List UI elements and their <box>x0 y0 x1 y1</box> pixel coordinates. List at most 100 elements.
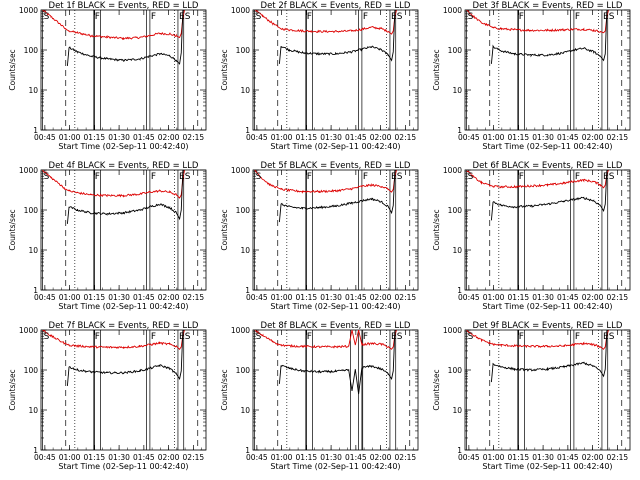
panel-2: Det 2f BLACK = Events, RED = LLD 1 10 100 10… <box>220 1 419 151</box>
x-tick-label: 01:45 <box>557 453 579 462</box>
x-tick-label: 01:45 <box>345 293 367 302</box>
event-marker-label: F <box>575 12 580 22</box>
x-tick-label: 01:15 <box>296 293 318 302</box>
event-marker-label: S <box>44 332 50 342</box>
x-tick-label: 01:45 <box>345 133 367 142</box>
y-tick-label: 100 <box>236 206 251 215</box>
x-axis-label: Start Time (02-Sep-11 00:42:40) <box>270 462 400 471</box>
y-tick-label: 1 <box>33 446 38 455</box>
data-layer <box>466 330 623 450</box>
x-tick-label: 02:00 <box>158 453 180 462</box>
plot-frame <box>40 329 207 451</box>
x-tick-label: 01:30 <box>532 133 554 142</box>
x-tick-label: 00:45 <box>246 453 268 462</box>
event-marker-label: S <box>185 172 191 182</box>
event-marker-label: E <box>179 12 185 22</box>
y-tick-label: 1000 <box>231 166 250 175</box>
x-tick-label: 00:45 <box>246 133 268 142</box>
y-tick-label: 1 <box>33 126 38 135</box>
data-layer <box>466 10 623 130</box>
x-tick-label: 01:30 <box>108 293 130 302</box>
events-series-line <box>490 10 609 64</box>
x-tick-label: 01:15 <box>84 133 106 142</box>
event-marker-label: S <box>397 172 403 182</box>
plot-frame <box>464 329 631 451</box>
panel-title: Det 6f BLACK = Events, RED = LLD <box>473 161 623 171</box>
x-axis-label: Start Time (02-Sep-11 00:42:40) <box>58 462 188 471</box>
y-tick-label: 100 <box>24 366 39 375</box>
y-tick-label: 10 <box>28 86 38 95</box>
event-marker-label: S <box>397 332 403 342</box>
event-marker-label: S <box>609 172 615 182</box>
y-axis-label: Counts/sec <box>220 49 229 90</box>
panel-8: Det 8f BLACK = Events, RED = LLD 1 10 100 10… <box>220 321 419 471</box>
plot-frame <box>40 9 207 131</box>
x-tick-label: 02:15 <box>183 453 205 462</box>
panel-1: Det 1f BLACK = Events, RED = LLD 1 10 100 10… <box>8 1 207 151</box>
plot-frame <box>252 9 419 131</box>
event-marker-label: E <box>603 12 609 22</box>
x-tick-label: 00:45 <box>34 293 56 302</box>
x-tick-label: 00:45 <box>246 293 268 302</box>
lld-series-line <box>466 10 609 34</box>
x-tick-label: 01:15 <box>84 453 106 462</box>
event-marker-label: S <box>44 12 50 22</box>
panel-title: Det 1f BLACK = Events, RED = LLD <box>49 1 199 11</box>
x-tick-label: 01:00 <box>483 293 505 302</box>
x-axis-label: Start Time (02-Sep-11 00:42:40) <box>270 142 400 151</box>
y-tick-label: 1 <box>245 126 250 135</box>
y-tick-label: 1000 <box>443 326 462 335</box>
event-marker-label: E <box>391 12 397 22</box>
x-tick-label: 01:00 <box>271 293 293 302</box>
y-axis-label: Counts/sec <box>8 369 17 410</box>
panel-title: Det 9f BLACK = Events, RED = LLD <box>473 321 623 331</box>
x-tick-label: 02:15 <box>607 293 629 302</box>
events-series-line <box>278 330 397 395</box>
panel-3: Det 3f BLACK = Events, RED = LLD 1 10 100 10… <box>432 1 631 151</box>
y-tick-label: 100 <box>24 206 39 215</box>
lld-series-line <box>42 170 185 199</box>
panel-title: Det 8f BLACK = Events, RED = LLD <box>261 321 411 331</box>
y-tick-label: 1000 <box>443 166 462 175</box>
x-tick-label: 02:00 <box>370 453 392 462</box>
y-axis-label: Counts/sec <box>432 369 441 410</box>
y-tick-label: 1 <box>457 286 462 295</box>
y-axis-label: Counts/sec <box>220 209 229 250</box>
x-tick-label: 01:00 <box>271 453 293 462</box>
lld-series-line <box>466 170 609 189</box>
event-marker-label: S <box>609 12 615 22</box>
data-layer <box>254 330 411 450</box>
event-marker-label: F <box>575 332 580 342</box>
event-marker-label: S <box>397 12 403 22</box>
event-marker-label: F <box>519 332 524 342</box>
data-layer <box>254 10 411 130</box>
y-axis-label: Counts/sec <box>8 209 17 250</box>
y-tick-label: 100 <box>448 366 463 375</box>
panel-9: Det 9f BLACK = Events, RED = LLD 1 10 100 10… <box>432 321 631 471</box>
event-marker-label: S <box>185 332 191 342</box>
y-tick-label: 100 <box>448 46 463 55</box>
event-marker-label: F <box>151 172 156 182</box>
lld-series-line <box>254 10 397 35</box>
event-marker-label: E <box>391 332 397 342</box>
x-tick-label: 01:00 <box>59 453 81 462</box>
y-tick-label: 1 <box>245 446 250 455</box>
x-tick-label: 02:15 <box>607 133 629 142</box>
x-tick-label: 01:15 <box>296 453 318 462</box>
events-series-line <box>66 170 185 224</box>
x-tick-label: 01:30 <box>320 133 342 142</box>
x-tick-label: 01:45 <box>557 133 579 142</box>
x-tick-label: 01:00 <box>59 133 81 142</box>
plot-frame <box>252 169 419 291</box>
event-marker-label: F <box>151 12 156 22</box>
y-axis-label: Counts/sec <box>432 49 441 90</box>
y-tick-label: 100 <box>24 46 39 55</box>
x-tick-label: 00:45 <box>34 133 56 142</box>
x-tick-label: 00:45 <box>458 453 480 462</box>
y-tick-label: 1000 <box>19 6 38 15</box>
plot-frame <box>252 329 419 451</box>
panel-title: Det 3f BLACK = Events, RED = LLD <box>473 1 623 11</box>
events-series-line <box>490 330 609 383</box>
plot-frame <box>464 169 631 291</box>
